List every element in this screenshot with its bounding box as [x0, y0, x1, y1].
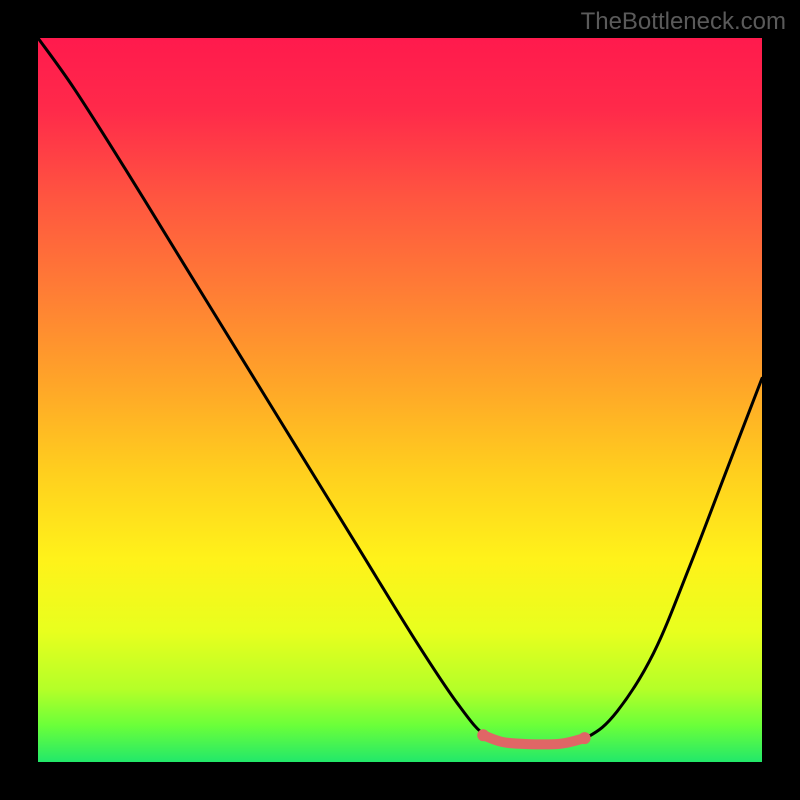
optimal-range-endpoint-right: [579, 732, 591, 744]
optimal-range-endpoint-left: [477, 729, 489, 741]
bottleneck-chart: [0, 0, 800, 800]
watermark-text: TheBottleneck.com: [581, 8, 786, 36]
